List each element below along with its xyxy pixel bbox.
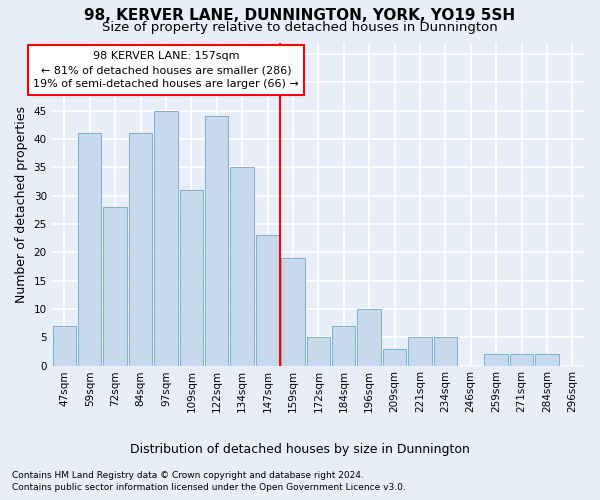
Bar [256, 235, 279, 366]
Y-axis label: Number of detached properties: Number of detached properties [15, 106, 28, 302]
Bar [484, 354, 508, 366]
Bar [103, 207, 127, 366]
Bar [129, 133, 152, 366]
Bar [434, 337, 457, 366]
Bar [205, 116, 229, 366]
Bar [510, 354, 533, 366]
Bar [78, 133, 101, 366]
Text: Size of property relative to detached houses in Dunnington: Size of property relative to detached ho… [102, 21, 498, 34]
Bar [53, 326, 76, 366]
Bar [408, 337, 431, 366]
Text: Contains public sector information licensed under the Open Government Licence v3: Contains public sector information licen… [12, 484, 406, 492]
Text: Contains HM Land Registry data © Crown copyright and database right 2024.: Contains HM Land Registry data © Crown c… [12, 471, 364, 480]
Bar [179, 190, 203, 366]
Bar [281, 258, 305, 366]
Bar [332, 326, 355, 366]
Bar [154, 110, 178, 366]
Bar [307, 337, 330, 366]
Text: Distribution of detached houses by size in Dunnington: Distribution of detached houses by size … [130, 442, 470, 456]
Text: 98 KERVER LANE: 157sqm
← 81% of detached houses are smaller (286)
19% of semi-de: 98 KERVER LANE: 157sqm ← 81% of detached… [33, 51, 299, 89]
Bar [230, 167, 254, 366]
Bar [383, 348, 406, 366]
Bar [358, 309, 381, 366]
Text: 98, KERVER LANE, DUNNINGTON, YORK, YO19 5SH: 98, KERVER LANE, DUNNINGTON, YORK, YO19 … [85, 8, 515, 22]
Bar [535, 354, 559, 366]
